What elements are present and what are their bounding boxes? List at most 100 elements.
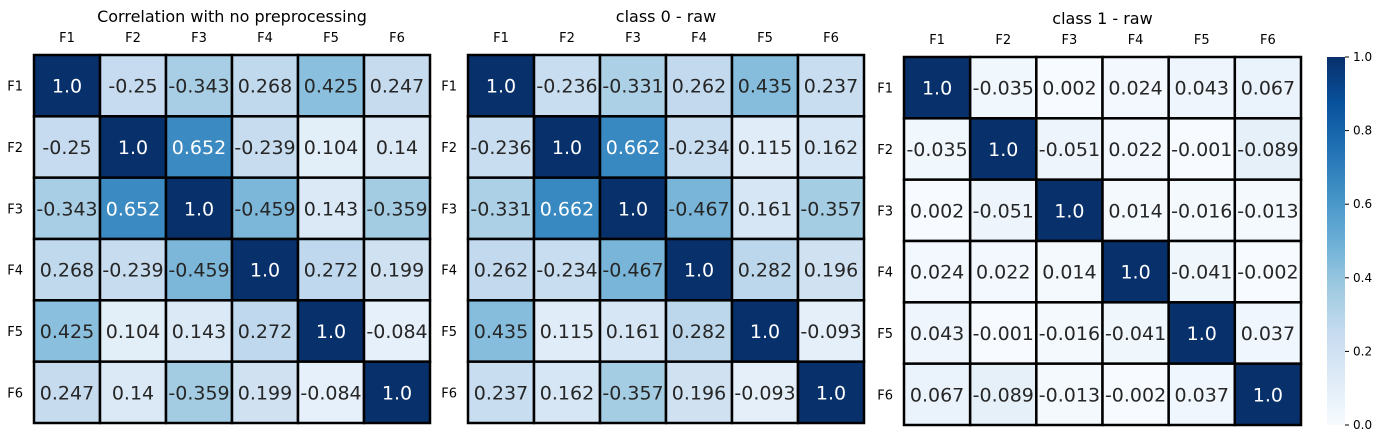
cell-value-label: -0.035 [906, 139, 967, 161]
heatmap-cell [1233, 178, 1303, 243]
heatmap-cell [968, 362, 1038, 427]
colorbar-tick-label: 0.2 [1353, 344, 1372, 358]
cell-value-label: -0.331 [470, 198, 531, 220]
heatmap-cell [1167, 239, 1237, 304]
cell-value-label: -0.459 [168, 260, 229, 282]
x-tick-label: F6 [823, 31, 839, 46]
colorbar-tick-label: 0.6 [1353, 197, 1372, 211]
cell-value-label: 0.268 [238, 76, 292, 98]
cell-value-label: 1.0 [618, 198, 648, 220]
y-tick-label: F2 [7, 141, 23, 156]
heatmap-cell [32, 360, 102, 425]
heatmap-cell [1233, 362, 1303, 427]
cell-value-label: 0.162 [804, 137, 858, 159]
heatmap-cell [1035, 178, 1104, 243]
y-tick-label: F3 [441, 202, 457, 217]
heatmap-cell [902, 117, 972, 181]
cell-value-label: 0.247 [40, 382, 94, 404]
panel-title: class 0 - raw [616, 7, 716, 26]
heatmap-cell [1233, 239, 1303, 304]
x-tick-label: F4 [1128, 33, 1144, 48]
cell-value-label: 1.0 [816, 382, 846, 404]
colorbar-tick-label: 0.0 [1353, 418, 1372, 432]
heatmap-cell [1233, 117, 1303, 181]
cell-value-label: 0.002 [1042, 78, 1096, 100]
cell-value-label: 1.0 [486, 76, 516, 98]
heatmap-cell [796, 360, 866, 425]
cell-value-label: -0.359 [366, 198, 427, 220]
cell-value-label: -0.459 [234, 198, 295, 220]
heatmap-cell [362, 115, 432, 179]
cell-value-label: 0.162 [540, 382, 594, 404]
heatmap-cell [230, 115, 300, 179]
heatmap-cell [362, 237, 432, 302]
heatmap-cell [902, 178, 972, 243]
cell-value-label: 0.652 [106, 198, 160, 220]
cell-value-label: -0.002 [1105, 384, 1166, 406]
cell-value-label: -0.001 [973, 323, 1034, 345]
colorbar-tick-label: 0.4 [1353, 271, 1372, 285]
cell-value-label: 0.14 [376, 137, 418, 159]
y-tick-label: F6 [441, 386, 457, 401]
cell-value-label: 0.115 [738, 137, 792, 159]
x-tick-label: F3 [191, 31, 207, 46]
heatmap-cell [1101, 178, 1170, 243]
cell-value-label: 0.237 [804, 76, 858, 98]
heatmap-cell [1233, 301, 1303, 365]
heatmap-cell [1233, 55, 1303, 120]
cell-value-label: 0.022 [976, 262, 1030, 284]
cell-value-label: -0.041 [1105, 323, 1166, 345]
heatmap-cell [664, 115, 734, 179]
cell-value-label: 1.0 [250, 260, 280, 282]
cell-value-label: 0.067 [910, 384, 964, 406]
heatmap-cell [1101, 117, 1170, 181]
cell-value-label: 0.425 [40, 321, 94, 343]
heatmap-cell [230, 237, 300, 302]
heatmap-cell [1167, 362, 1237, 427]
cell-value-label: 0.652 [172, 137, 226, 159]
cell-value-label: -0.051 [973, 200, 1034, 222]
cell-value-label: 0.014 [1108, 200, 1162, 222]
x-tick-label: F5 [757, 31, 773, 46]
heatmap-cell [32, 237, 102, 302]
y-tick-label: F1 [877, 82, 893, 97]
heatmap-cell [598, 176, 668, 241]
cell-value-label: -0.084 [366, 321, 427, 343]
cell-value-label: -0.089 [973, 384, 1034, 406]
x-tick-label: F1 [59, 31, 75, 46]
cell-value-label: 0.161 [606, 321, 660, 343]
cell-value-label: 0.237 [474, 382, 528, 404]
x-tick-label: F6 [1260, 33, 1276, 48]
heatmap-panel-2: class 0 - raw F1 F2 F3 F4 F5 F6 F1 F2 F3 F4 F5 F6 1.0… [441, 7, 866, 425]
cell-value-label: -0.013 [1237, 200, 1298, 222]
y-tick-label: F1 [7, 80, 23, 95]
heatmap-cell [796, 176, 866, 241]
cell-value-label: 0.435 [474, 321, 528, 343]
heatmap-cell [362, 53, 432, 118]
heatmap-cell [1035, 117, 1104, 181]
heatmap-cell [466, 237, 536, 302]
colorbar: 0.0 0.2 0.4 0.6 0.8 1.0 [1327, 50, 1372, 432]
heatmap-cell [664, 299, 734, 363]
heatmap-cell [1035, 362, 1104, 427]
x-tick-label: F2 [995, 33, 1011, 48]
cell-value-label: 0.043 [1175, 78, 1229, 100]
colorbar-tick-label: 1.0 [1353, 50, 1372, 64]
heatmap-cell [362, 176, 432, 241]
y-tick-label: F1 [441, 80, 457, 95]
cell-value-label: 0.143 [172, 321, 226, 343]
x-tick-label: F3 [1062, 33, 1078, 48]
y-tick-label: F5 [441, 325, 457, 340]
cell-value-label: 0.435 [738, 76, 792, 98]
heatmap-cell [296, 176, 366, 241]
heatmap-cell [98, 237, 168, 302]
heatmap-cell [902, 301, 972, 365]
cell-value-label: 0.272 [304, 260, 358, 282]
heatmap-cell [296, 360, 366, 425]
cell-value-label: -0.236 [536, 76, 597, 98]
cell-value-label: -0.016 [1171, 200, 1232, 222]
heatmap-panel-1: Correlation with no preprocessing F1 F2 F3 F… [7, 7, 432, 425]
cell-value-label: 0.104 [106, 321, 160, 343]
cell-value-label: 1.0 [1054, 200, 1084, 222]
